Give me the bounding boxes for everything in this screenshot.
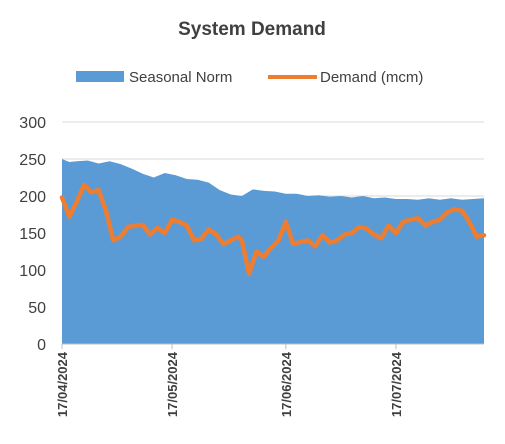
chart-title: System Demand [178,19,326,40]
axes: 0 50 100 150 200 250 300 17/04/2024 17/05/2024 17… [19,115,484,417]
seasonal-norm-area [62,159,484,344]
seasonal-norm-area-layer [62,159,484,344]
y-tick-label: 50 [28,300,46,317]
x-tick-label: 17/07/2024 [389,351,404,417]
legend-label-seasonal-norm: Seasonal Norm [129,69,232,86]
legend-swatch-seasonal-norm [76,71,124,82]
y-tick-label: 250 [19,152,46,169]
x-tick-label: 17/06/2024 [279,351,294,417]
y-tick-label: 150 [19,226,46,243]
y-tick-label: 0 [37,337,46,354]
x-tick-label: 17/05/2024 [165,351,180,417]
y-tick-label: 100 [19,263,46,280]
y-tick-label: 200 [19,189,46,206]
demand-line-layer [59,182,487,276]
y-tick-label: 300 [19,115,46,132]
legend: Seasonal Norm Demand (mcm) [76,69,423,86]
x-tick-label: 17/04/2024 [55,351,70,417]
demand-line [59,182,487,276]
legend-label-demand: Demand (mcm) [320,69,423,86]
